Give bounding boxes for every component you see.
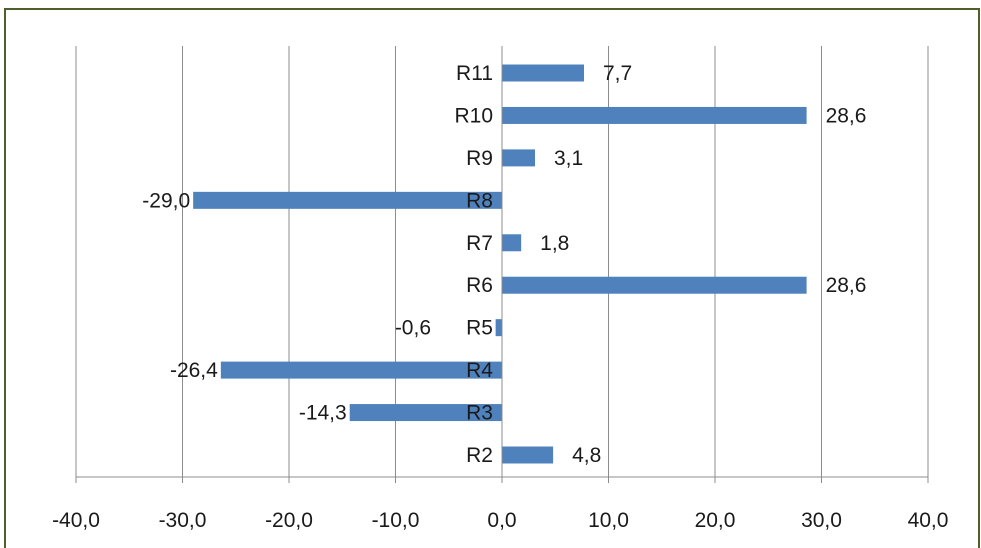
data-label-r5: -0,6 xyxy=(395,317,431,340)
bar-r5 xyxy=(495,319,502,337)
bar-r9 xyxy=(502,149,536,167)
axes xyxy=(75,46,929,483)
bar-r11 xyxy=(502,64,585,82)
x-tick-label-0: -40,0 xyxy=(52,509,100,532)
bar-r4 xyxy=(220,361,502,379)
gridlines xyxy=(75,46,929,477)
x-tick-label-4: 0,0 xyxy=(487,509,516,532)
bar-r10 xyxy=(502,106,807,124)
data-label-r7: 1,8 xyxy=(540,232,569,255)
bar-r8 xyxy=(193,191,502,209)
data-label-r3: -14,3 xyxy=(299,402,347,425)
category-label-r10: R10 xyxy=(454,104,493,127)
category-label-r11: R11 xyxy=(456,62,493,85)
x-tick-label-7: 30,0 xyxy=(801,509,842,532)
data-label-r8: -29,0 xyxy=(142,189,190,212)
x-tick-label-5: 10,0 xyxy=(588,509,629,532)
category-label-r4: R4 xyxy=(466,359,493,382)
data-label-r10: 28,6 xyxy=(826,104,867,127)
category-label-r6: R6 xyxy=(466,274,493,297)
category-label-r8: R8 xyxy=(466,189,493,212)
bars xyxy=(193,64,807,464)
bar-r2 xyxy=(502,446,554,464)
category-label-r5: R5 xyxy=(466,317,493,340)
data-label-r2: 4,8 xyxy=(572,444,601,467)
x-tick-labels: -40,0 -30,0 -20,0 -10,0 0,0 10,0 20,0 30,0 40,0 xyxy=(52,509,948,532)
x-tick-label-3: -10,0 xyxy=(372,509,420,532)
category-label-r9: R9 xyxy=(466,147,493,170)
bar-r7 xyxy=(502,234,522,252)
x-tick-label-2: -20,0 xyxy=(265,509,313,532)
x-tick-label-8: 40,0 xyxy=(908,509,949,532)
data-label-r6: 28,6 xyxy=(826,274,867,297)
bar-r6 xyxy=(502,276,807,294)
category-label-r2: R2 xyxy=(466,444,493,467)
category-label-r7: R7 xyxy=(466,232,493,255)
data-label-r9: 3,1 xyxy=(554,147,583,170)
category-label-r3: R3 xyxy=(466,402,493,425)
category-labels: R2 R3 R4 R5 R6 R7 R8 R9 R10 R11 xyxy=(454,62,493,467)
data-label-r4: -26,4 xyxy=(170,359,218,382)
x-tick-label-1: -30,0 xyxy=(159,509,207,532)
data-label-r11: 7,7 xyxy=(603,62,632,85)
x-tick-label-6: 20,0 xyxy=(695,509,736,532)
bar-r3 xyxy=(349,404,502,422)
chart-frame xyxy=(4,8,980,548)
data-labels: 4,8 -14,3 -26,4 -0,6 28,6 1,8 -29,0 3,1 28,6 7,7 xyxy=(142,62,866,467)
